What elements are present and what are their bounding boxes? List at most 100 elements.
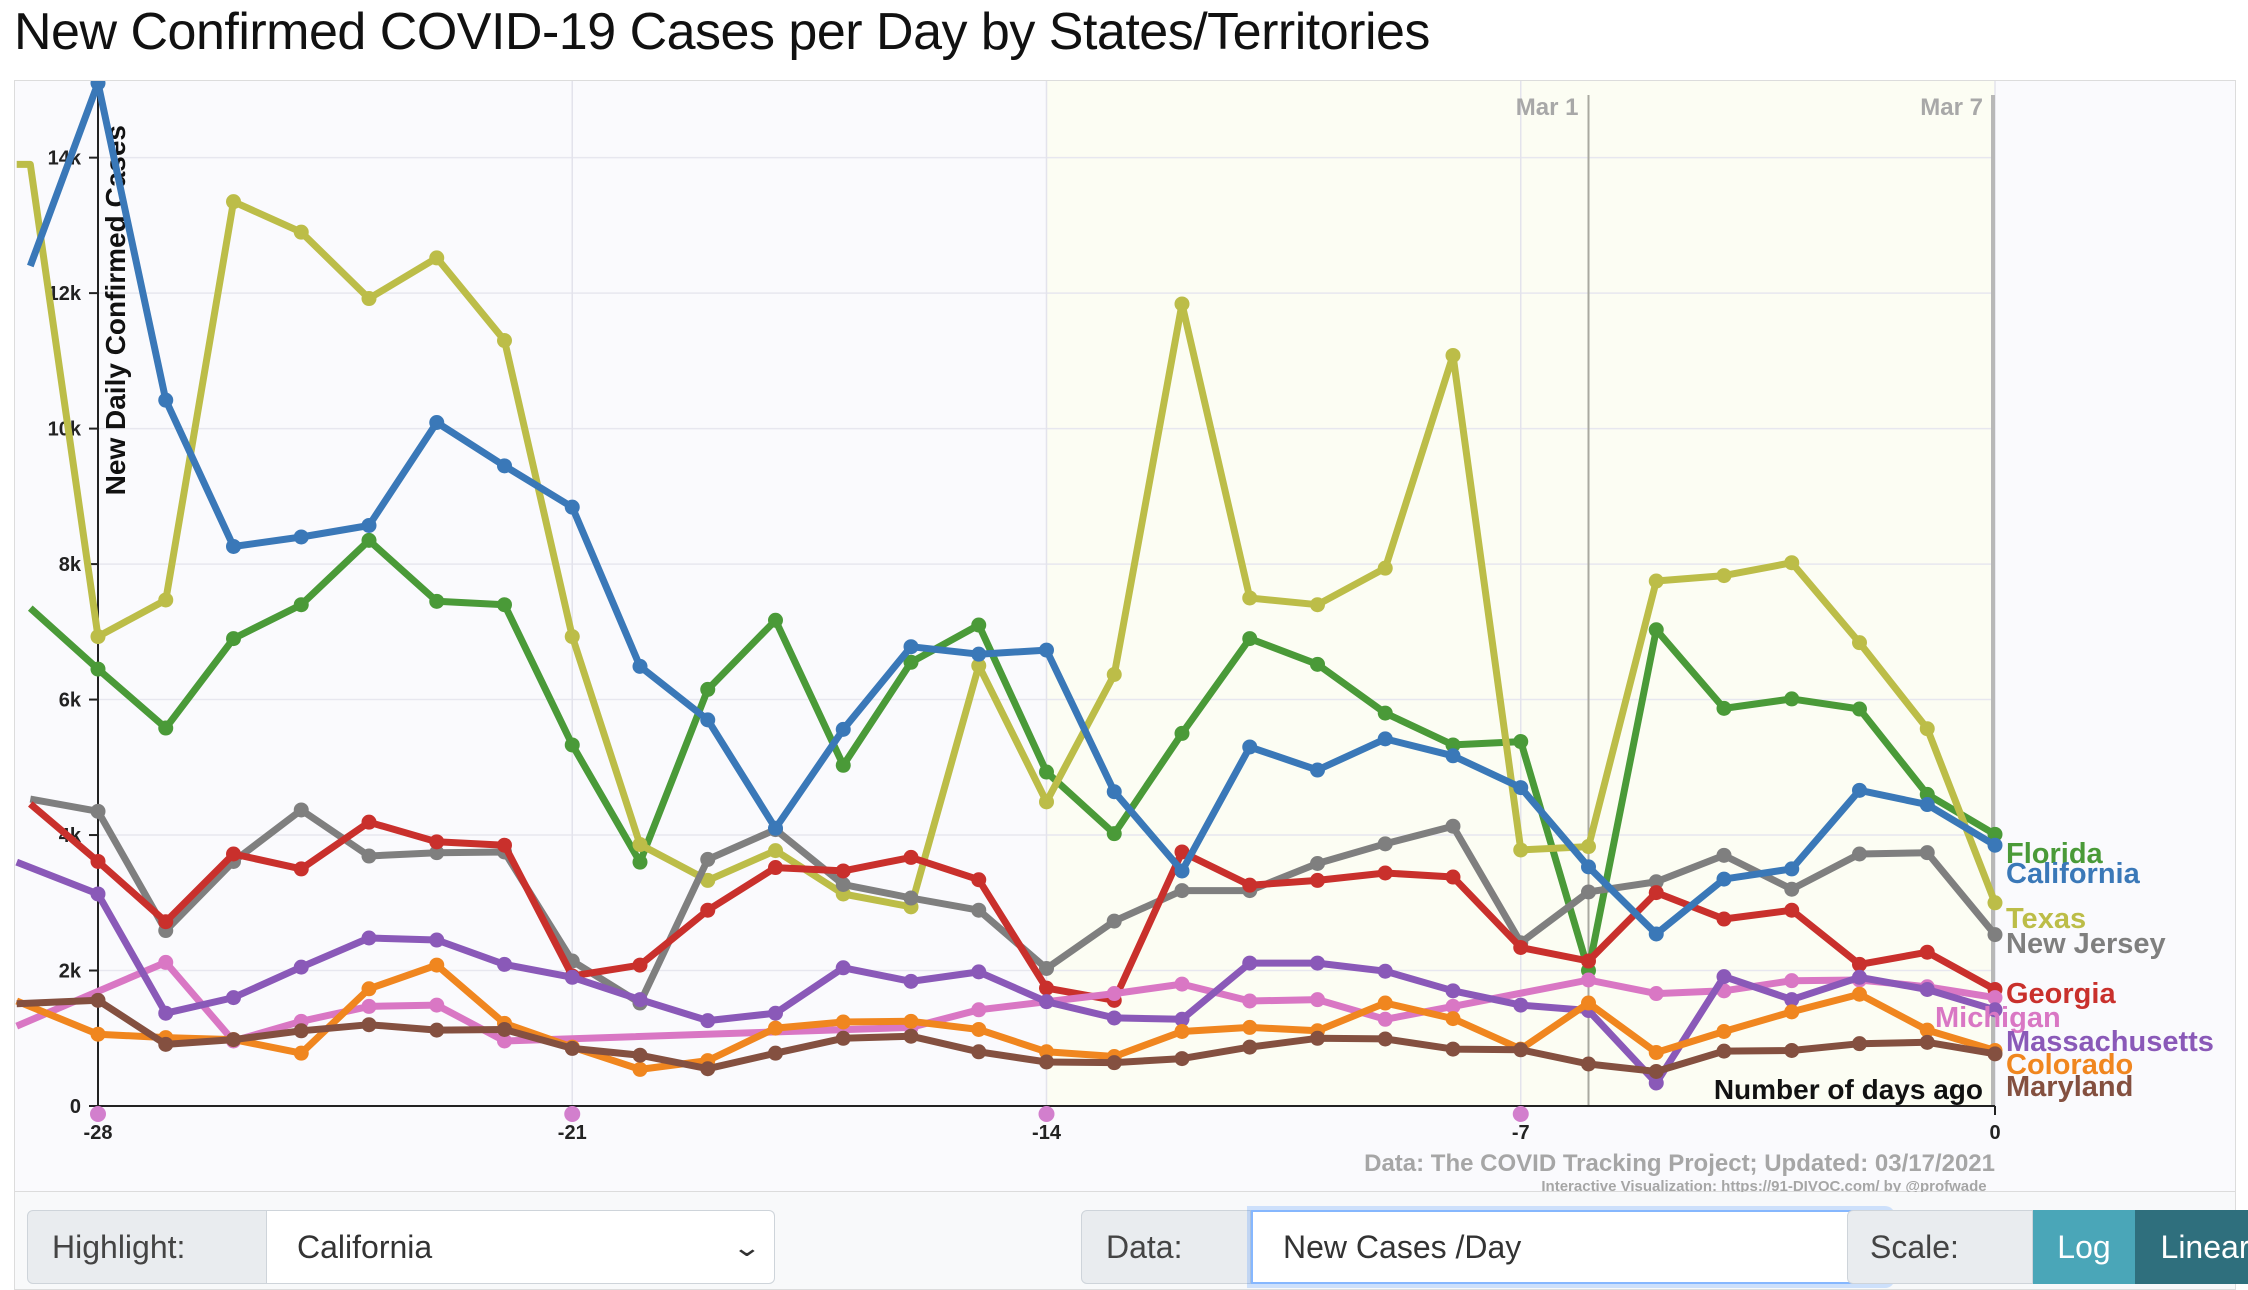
series-label: Colorado — [2006, 1049, 2133, 1081]
data-point — [1648, 1063, 1664, 1079]
data-point — [90, 886, 106, 902]
series-label: Maryland — [2006, 1071, 2133, 1103]
data-point — [1039, 1054, 1054, 1070]
data-point — [971, 646, 987, 662]
data-point — [361, 1017, 377, 1033]
data-point — [497, 837, 512, 853]
data-point — [1648, 573, 1664, 589]
data-point — [1852, 635, 1867, 651]
data-point — [632, 1061, 648, 1077]
data-point — [564, 737, 580, 753]
data-point — [429, 593, 445, 609]
data-point — [226, 1032, 241, 1048]
data-point — [700, 902, 716, 918]
data-point — [903, 849, 919, 865]
data-point — [429, 997, 445, 1013]
series-line — [16, 996, 1996, 1075]
x-tick-label: -28 — [84, 1122, 113, 1144]
data-point — [1445, 1011, 1461, 1027]
data-point — [1648, 622, 1664, 638]
data-point — [158, 592, 174, 608]
data-point — [564, 969, 580, 985]
data-point — [1581, 839, 1596, 855]
data-point — [835, 757, 851, 773]
data-point — [1242, 590, 1258, 606]
series-florida — [27, 532, 2003, 979]
data-point — [226, 990, 241, 1006]
data-point — [1310, 955, 1325, 971]
data-point — [1784, 1042, 1800, 1058]
data-point — [1716, 1023, 1732, 1039]
data-point — [429, 845, 445, 861]
data-point — [1919, 721, 1935, 737]
data-point — [1377, 865, 1393, 881]
data-point — [90, 853, 106, 869]
data-point — [158, 914, 174, 930]
scale-linear-button[interactable]: Linear — [2135, 1210, 2248, 1284]
data-point — [1106, 784, 1122, 800]
data-point — [903, 654, 919, 670]
data-point — [1852, 782, 1867, 798]
data-point — [768, 820, 783, 836]
y-axis-title: New Daily Confirmed Cases — [100, 125, 131, 495]
data-point — [1445, 818, 1461, 834]
data-point — [700, 681, 716, 697]
data-point — [1513, 734, 1529, 750]
data-point — [1174, 725, 1190, 741]
data-point — [226, 846, 241, 862]
data-point — [1377, 1011, 1393, 1027]
highlight-select[interactable]: California ⌄ — [267, 1210, 775, 1284]
data-point — [429, 415, 445, 431]
y-tick-label: 8k — [59, 554, 82, 576]
data-point — [1784, 881, 1800, 897]
chart-container: Mar 1 Mar 7 0 2k 4k 6k 8k 10k 12k 14k -28 -21 -14 -7 0… — [14, 80, 2236, 1193]
data-point — [1648, 986, 1664, 1002]
data-point — [158, 720, 174, 736]
data-point — [1784, 691, 1800, 707]
x-tick-label: -21 — [558, 1122, 587, 1144]
series-line — [27, 536, 1997, 974]
data-source: Data: The COVID Tracking Project; Update… — [1364, 1150, 1995, 1177]
data-point — [835, 1030, 851, 1046]
data-point — [903, 890, 919, 906]
data-point — [1716, 969, 1732, 985]
data-point — [564, 1040, 580, 1056]
scale-control: Scale: Log Linear — [1847, 1210, 2248, 1284]
data-point — [1242, 1019, 1258, 1035]
data-point — [1377, 836, 1393, 852]
data-point — [1377, 731, 1393, 747]
data-point — [361, 814, 377, 830]
y-tick-label: 10k — [48, 419, 82, 441]
data-point — [1852, 701, 1867, 717]
data-point — [1648, 874, 1664, 890]
data-point — [971, 1021, 987, 1037]
data-point — [1581, 995, 1596, 1011]
series-label: Michigan — [1935, 1002, 2061, 1034]
highlight-label: Highlight: — [27, 1210, 267, 1284]
data-point — [293, 959, 309, 975]
data-point — [835, 876, 851, 892]
scale-log-button[interactable]: Log — [2033, 1210, 2135, 1284]
x-tick-dot — [1512, 1106, 1529, 1122]
data-point — [429, 834, 445, 850]
data-point — [700, 851, 716, 867]
y-tick-label: 6k — [59, 690, 82, 712]
data-point — [903, 973, 919, 989]
data-point — [1242, 631, 1258, 647]
data-point — [1445, 1041, 1461, 1057]
data-point — [1784, 973, 1800, 989]
data-point — [90, 1026, 106, 1042]
series-california — [27, 81, 2003, 942]
data-point — [1716, 700, 1732, 716]
series-label: Texas — [2006, 903, 2086, 935]
date-marker-label: Mar 7 — [1920, 94, 1983, 121]
data-point — [1987, 990, 2003, 1006]
data-point — [700, 872, 716, 888]
data-point — [632, 992, 648, 1008]
data-select[interactable]: New Cases /Day ⌄ — [1251, 1210, 1891, 1284]
data-point — [1987, 837, 2003, 853]
x-axis-title: Number of days ago — [1714, 1074, 1983, 1105]
data-point — [361, 998, 377, 1014]
data-point — [90, 629, 106, 645]
series-georgia — [28, 801, 2003, 1008]
